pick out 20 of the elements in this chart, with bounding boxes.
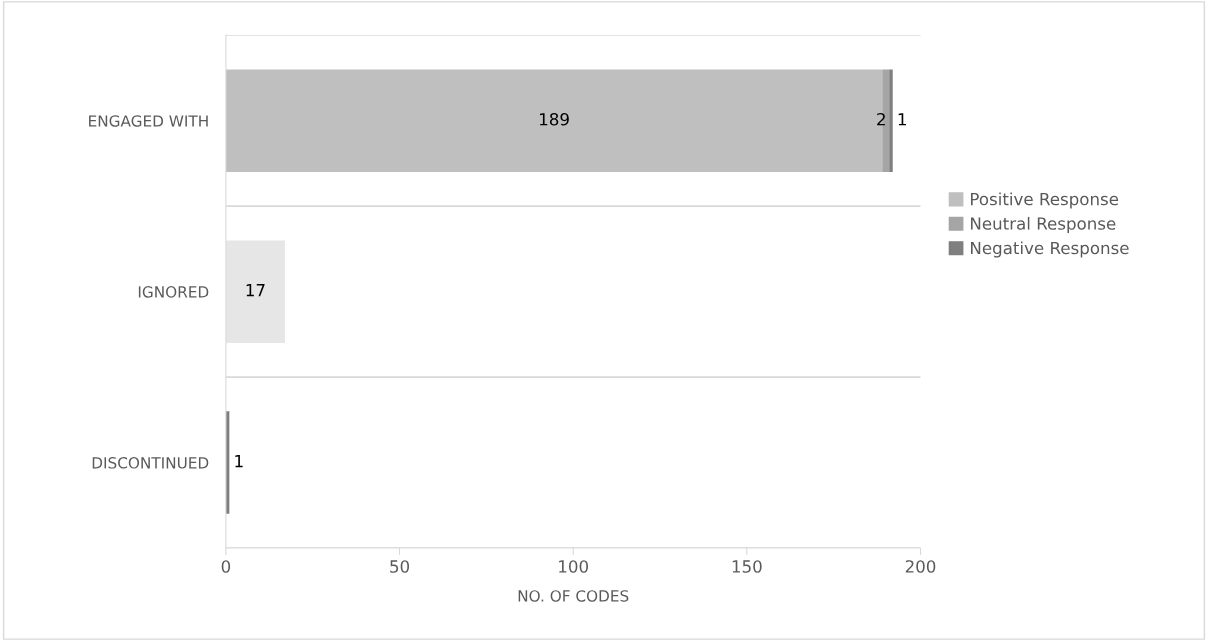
legend-label: Positive Response bbox=[971, 192, 1119, 209]
bar bbox=[225, 69, 883, 172]
x-tick-label: 50 bbox=[390, 560, 410, 573]
x-tick-label: 200 bbox=[905, 560, 936, 573]
legend-label: Negative Response bbox=[971, 241, 1129, 258]
data-label: 1 bbox=[898, 113, 906, 126]
y-tick-label: DISCONTINUED bbox=[92, 457, 209, 469]
data-label: 189 bbox=[540, 112, 569, 126]
data-label: 17 bbox=[246, 284, 265, 297]
bar bbox=[225, 240, 285, 343]
legend-label: Neutral Response bbox=[971, 216, 1116, 234]
y-tick-label: IGNORED bbox=[138, 286, 209, 298]
bar bbox=[889, 69, 893, 172]
data-label: 1 bbox=[235, 455, 243, 468]
x-tick-label: 150 bbox=[732, 560, 762, 573]
x-tick-label: 100 bbox=[559, 560, 588, 573]
x-axis-title: NO. OF CODES bbox=[518, 590, 629, 602]
x-tick-label: 0 bbox=[221, 560, 231, 573]
data-label: 2 bbox=[877, 112, 885, 126]
y-tick-label: ENGAGED WITH bbox=[89, 115, 208, 127]
